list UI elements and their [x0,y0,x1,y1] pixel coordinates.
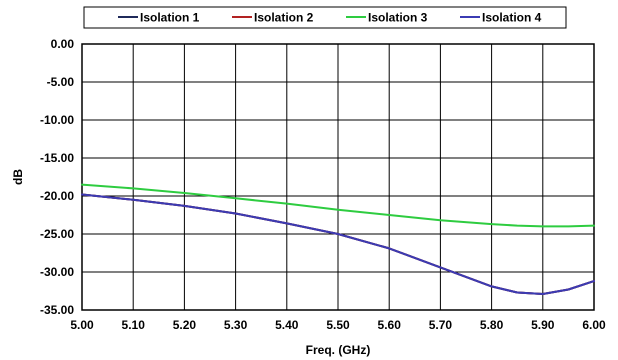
x-tick-label: 5.40 [275,318,299,332]
x-tick-label: 5.60 [378,318,402,332]
tick-labels: 5.00 5.10 5.20 5.30 5.40 5.50 5.60 5.70 5.80 5.90… [40,37,606,332]
legend-label-2: Isolation 2 [254,11,314,25]
y-tick-label: -20.00 [40,189,74,203]
y-tick-label: -15.00 [40,151,74,165]
series-layer [81,183,595,295]
series-line-3 [81,183,595,228]
y-tick-label: 0.00 [51,37,75,51]
x-tick-label: 5.10 [122,318,146,332]
chart-legend: Isolation 1 Isolation 2 Isolation 3 Isolati… [83,6,567,29]
legend-label-4: Isolation 4 [482,11,542,25]
legend-label-3: Isolation 3 [368,11,428,25]
y-axis-title: dB [11,169,25,185]
grid-lines [82,44,594,310]
legend-box [83,6,567,29]
y-tick-label: -35.00 [40,303,74,317]
series-line-4 [81,193,595,295]
x-tick-label: 5.80 [480,318,504,332]
x-tick-label: 5.30 [224,318,248,332]
legend-label-1: Isolation 1 [140,11,200,25]
y-tick-label: -5.00 [47,75,75,89]
y-tick-label: -30.00 [40,265,74,279]
x-axis-title: Freq. (GHz) [306,343,371,357]
y-tick-label: -10.00 [40,113,74,127]
y-tick-label: -25.00 [40,227,74,241]
x-tick-label: 5.20 [173,318,197,332]
x-tick-label: 5.70 [429,318,453,332]
x-tick-label: 5.00 [70,318,94,332]
x-tick-label: 5.90 [531,318,555,332]
x-tick-label: 6.00 [582,318,606,332]
x-tick-label: 5.50 [326,318,350,332]
